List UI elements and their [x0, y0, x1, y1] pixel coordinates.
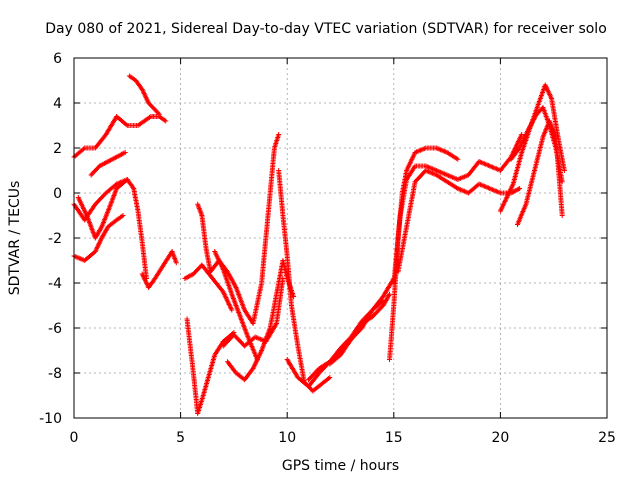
data-point-markers: [306, 276, 397, 383]
series-track-10: [182, 262, 235, 313]
data-points: [71, 73, 567, 416]
y-tick-label: 4: [53, 96, 62, 112]
series-track-13: [220, 276, 286, 349]
data-point-markers: [184, 316, 237, 416]
series-track-11: [212, 249, 260, 362]
y-tick-label: -4: [48, 276, 62, 292]
data-point-markers: [508, 105, 565, 185]
grid: [74, 58, 607, 418]
series-track-16: [306, 276, 397, 383]
y-tick-label: -8: [48, 366, 62, 382]
axis-ticks: 0 5 10 15 20 25 -10 -8 -6 -4 -2 0 2 4 6: [39, 51, 616, 446]
y-tick-label: -6: [48, 321, 62, 337]
data-point-markers: [276, 168, 333, 394]
series-track-19: [391, 132, 525, 286]
y-tick-label: 6: [53, 51, 62, 67]
data-point-markers: [225, 258, 297, 383]
series-track-12: [225, 258, 297, 383]
y-axis-label: SDTVAR / TECUs: [7, 181, 23, 296]
series-track-6: [126, 73, 162, 117]
data-point-markers: [182, 262, 235, 313]
data-point-markers: [220, 276, 286, 349]
series-track-17: [327, 291, 392, 367]
y-tick-label: -2: [48, 231, 62, 247]
data-point-markers: [327, 291, 392, 367]
data-point-markers: [75, 177, 130, 241]
series-track-7: [139, 249, 179, 290]
data-point-markers: [126, 73, 162, 117]
data-point-markers: [395, 168, 523, 275]
x-tick-label: 5: [176, 430, 185, 446]
chart-title: Day 080 of 2021, Sidereal Day-to-day VTE…: [45, 21, 607, 37]
series-track-4: [75, 177, 130, 241]
series-track-8: [184, 316, 237, 416]
data-point-markers: [88, 150, 128, 178]
x-tick-label: 20: [491, 430, 509, 446]
series-track-9: [195, 132, 282, 326]
data-point-markers: [212, 249, 260, 362]
y-tick-label: 2: [53, 141, 62, 157]
data-point-markers: [139, 249, 179, 290]
y-tick-label: 0: [53, 186, 62, 202]
x-tick-label: 25: [598, 430, 616, 446]
x-tick-label: 0: [70, 430, 79, 446]
x-tick-label: 10: [278, 430, 296, 446]
y-tick-label: -10: [39, 411, 62, 427]
x-axis-label: GPS time / hours: [282, 458, 399, 474]
data-point-markers: [195, 132, 282, 326]
x-tick-label: 15: [385, 430, 403, 446]
series-track-20: [395, 168, 523, 275]
series-track-14: [276, 168, 333, 394]
data-point-markers: [391, 132, 525, 286]
series-track-5: [88, 150, 128, 178]
series-track-23: [508, 105, 565, 185]
